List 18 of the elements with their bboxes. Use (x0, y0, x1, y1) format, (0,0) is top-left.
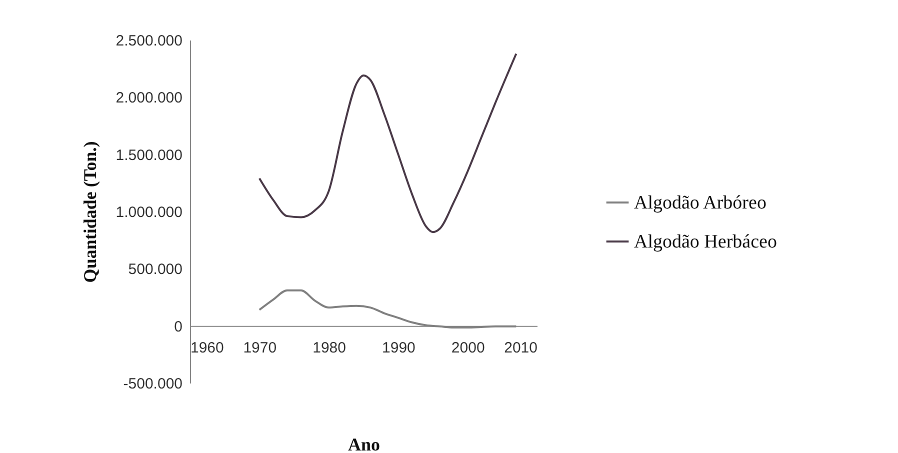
x-tick-label: 1970 (243, 339, 277, 356)
y-tick-label: 2.000.000 (116, 90, 182, 107)
y-tick-label: 1.000.000 (116, 204, 182, 221)
x-tick-label: 2010 (504, 339, 538, 356)
x-tick-label: 1960 (190, 339, 224, 356)
legend-label: Algodão Herbáceo (634, 232, 777, 252)
y-tick-label: 2.500.000 (116, 32, 182, 50)
y-tick-label: 0 (174, 318, 182, 336)
x-tick-label: 2000 (451, 339, 485, 356)
legend-label: Algodão Arbóreo (634, 192, 766, 214)
y-tick-label: 500.000 (128, 261, 182, 278)
y-tick-label: -500.000 (123, 376, 182, 392)
x-tick-label: 1990 (382, 339, 416, 356)
line-series (258, 52, 518, 234)
x-tick-label: 1980 (312, 339, 346, 356)
x-axis-title: Ano (348, 434, 380, 453)
y-axis-title: Quantidade (Ton.) (80, 141, 100, 283)
y-tick-label: 1.500.000 (116, 146, 182, 164)
